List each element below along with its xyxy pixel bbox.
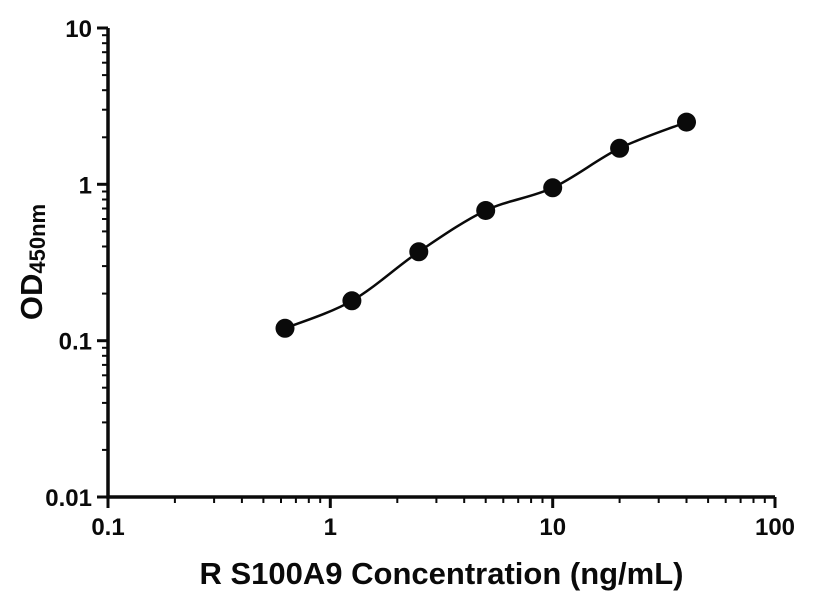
data-point-1 — [342, 291, 362, 311]
data-point-5 — [610, 138, 630, 158]
y-tick-label: 0.1 — [59, 329, 92, 356]
y-axis-title-main: OD — [14, 273, 49, 321]
y-tick-label: 10 — [65, 16, 92, 43]
x-tick-label: 10 — [539, 514, 566, 541]
x-axis-title: R S100A9 Concentration (ng/mL) — [199, 556, 684, 591]
x-tick-label: 100 — [755, 514, 795, 541]
x-tick-label: 1 — [324, 514, 337, 541]
y-tick-label: 1 — [79, 172, 92, 199]
y-axis-title-sub: 450nm — [25, 203, 50, 274]
data-point-2 — [409, 242, 429, 262]
data-point-6 — [677, 112, 696, 132]
data-point-4 — [543, 178, 563, 198]
y-tick-label: 0.01 — [45, 485, 92, 512]
data-point-0 — [275, 318, 295, 338]
x-tick-label: 0.1 — [91, 514, 124, 541]
y-axis-title: OD450nm — [14, 204, 50, 320]
axes-frame — [106, 28, 775, 499]
data-point-3 — [476, 201, 496, 220]
